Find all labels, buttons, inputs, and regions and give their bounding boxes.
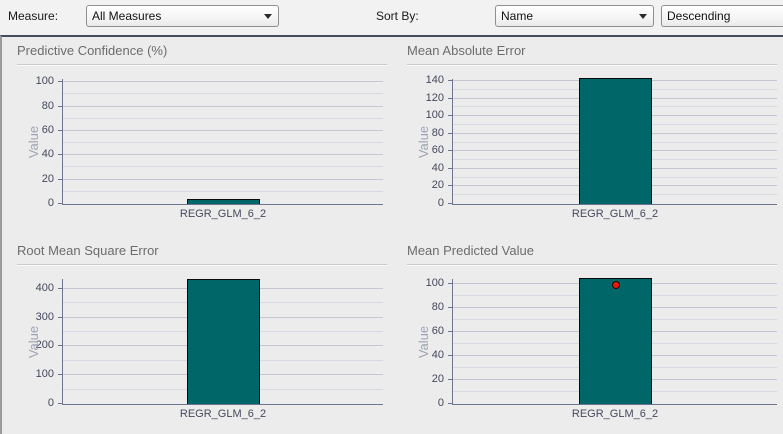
y-axis-tick bbox=[448, 185, 452, 187]
bar-REGR_GLM_6_2[interactable] bbox=[187, 279, 260, 404]
y-axis-tick-label: 0 bbox=[47, 397, 54, 409]
y-axis-tick bbox=[58, 105, 62, 107]
sort-by-select[interactable]: Name bbox=[495, 5, 654, 27]
gridline bbox=[63, 142, 383, 144]
y-axis-tick bbox=[58, 287, 62, 289]
y-axis-tick-label: 20 bbox=[41, 172, 54, 185]
y-axis-tick bbox=[58, 81, 62, 83]
y-axis-tick bbox=[448, 150, 452, 152]
y-axis-tick-label: 40 bbox=[41, 148, 54, 161]
y-axis-tick bbox=[448, 80, 452, 82]
y-axis-tick-label: 60 bbox=[431, 325, 444, 338]
y-axis-tick bbox=[448, 307, 452, 309]
sort-direction-select[interactable]: Descending bbox=[661, 5, 783, 27]
y-axis-tick-label: 80 bbox=[431, 126, 444, 139]
y-axis-tick bbox=[58, 154, 62, 156]
measure-label: Measure: bbox=[8, 9, 59, 23]
category-label: REGR_GLM_6_2 bbox=[571, 208, 659, 220]
marker-dot[interactable] bbox=[611, 280, 620, 289]
y-axis-tick-label: 300 bbox=[35, 310, 54, 323]
y-axis-tick-label: 100 bbox=[425, 277, 444, 290]
y-axis-tick-label: 400 bbox=[35, 281, 54, 294]
y-axis-tick-label: 0 bbox=[47, 197, 54, 209]
y-axis-tick bbox=[58, 374, 62, 376]
y-axis-tick-label: 100 bbox=[35, 75, 54, 88]
chart-title: Mean Predicted Value bbox=[407, 243, 777, 265]
y-axis-tick bbox=[448, 115, 452, 117]
y-axis-tick-label: 140 bbox=[425, 74, 444, 87]
gridline bbox=[63, 190, 383, 192]
y-axis-tick bbox=[58, 178, 62, 180]
y-axis-tick bbox=[448, 283, 452, 285]
chart-predictive-confidence: Predictive Confidence (%) 0 20 40 60 80 100 Va… bbox=[3, 37, 393, 235]
y-axis-tick bbox=[58, 403, 62, 404]
chart-mean-absolute-error: Mean Absolute Error 0 20 40 60 80 100 120 140 Va… bbox=[393, 37, 783, 235]
y-axis-tick-label: 60 bbox=[431, 144, 444, 157]
y-axis-label: Value bbox=[26, 325, 41, 358]
sort-by-label: Sort By: bbox=[376, 9, 419, 23]
category-label: REGR_GLM_6_2 bbox=[179, 208, 267, 220]
gridline bbox=[63, 154, 383, 156]
y-axis-tick-label: 100 bbox=[425, 109, 444, 122]
gridline bbox=[63, 93, 383, 95]
y-axis-tick-label: 20 bbox=[431, 373, 444, 386]
chart-title: Mean Absolute Error bbox=[407, 43, 777, 65]
y-axis-tick bbox=[448, 331, 452, 333]
gridline bbox=[63, 166, 383, 168]
bar-REGR_GLM_6_2[interactable] bbox=[579, 78, 652, 204]
y-axis-tick-label: 80 bbox=[41, 99, 54, 112]
gridline bbox=[63, 81, 383, 83]
y-axis-tick-label: 40 bbox=[431, 161, 444, 174]
sort-by-selected-value: Name bbox=[501, 9, 534, 23]
plot-area: 0 20 40 60 80 100 Value REGR_GLM_6_2 bbox=[416, 277, 777, 420]
y-axis-tick-label: 40 bbox=[431, 349, 444, 362]
y-axis-tick-label: 20 bbox=[431, 179, 444, 192]
y-axis-tick bbox=[448, 167, 452, 169]
chevron-down-icon bbox=[264, 14, 272, 19]
y-axis-tick bbox=[58, 203, 62, 204]
y-axis-tick-label: 0 bbox=[437, 197, 444, 209]
chart-root-mean-square-error: Root Mean Square Error 0 100 200 300 400 Valu… bbox=[3, 237, 393, 434]
chart-title: Predictive Confidence (%) bbox=[17, 43, 387, 65]
y-axis-tick-label: 0 bbox=[437, 397, 444, 409]
y-axis-label: Value bbox=[26, 125, 41, 158]
y-axis-label: Value bbox=[416, 125, 431, 158]
measure-select[interactable]: All Measures bbox=[86, 5, 279, 27]
gridline bbox=[63, 117, 383, 119]
y-axis-tick bbox=[448, 132, 452, 134]
chart-title: Root Mean Square Error bbox=[17, 243, 387, 265]
y-axis-tick bbox=[448, 379, 452, 381]
y-axis-tick bbox=[58, 345, 62, 347]
plot-area: 0 20 40 60 80 100 Value REGR_GLM_6_2 bbox=[26, 75, 383, 220]
compare-models-panel: Predictive Confidence (%) 0 20 40 60 80 100 Va… bbox=[0, 35, 783, 434]
y-axis-tick bbox=[58, 129, 62, 131]
category-label: REGR_GLM_6_2 bbox=[571, 408, 659, 420]
toolbar: Measure: All Measures Sort By: Name Desc… bbox=[0, 0, 783, 35]
y-axis-tick bbox=[448, 403, 452, 404]
gridline bbox=[63, 129, 383, 131]
y-axis-tick bbox=[448, 203, 452, 204]
gridline bbox=[63, 105, 383, 107]
y-axis-tick-label: 100 bbox=[35, 368, 54, 381]
measure-selected-value: All Measures bbox=[92, 9, 162, 23]
sort-direction-selected-value: Descending bbox=[667, 9, 731, 23]
category-label: REGR_GLM_6_2 bbox=[179, 408, 267, 420]
y-axis-tick-label: 60 bbox=[41, 123, 54, 136]
y-axis-tick bbox=[448, 355, 452, 357]
chart-mean-predicted-value: Mean Predicted Value 0 20 40 60 80 100 Value RE… bbox=[393, 237, 783, 434]
y-axis-label: Value bbox=[416, 325, 431, 358]
y-axis-tick-label: 120 bbox=[425, 91, 444, 104]
plot-area: 0 100 200 300 400 Value REGR_GLM_6_2 bbox=[26, 279, 383, 420]
y-axis-tick-label: 200 bbox=[35, 339, 54, 352]
y-axis-tick bbox=[58, 316, 62, 318]
chevron-down-icon bbox=[639, 14, 647, 19]
gridline bbox=[63, 178, 383, 180]
bar-REGR_GLM_6_2[interactable] bbox=[187, 198, 260, 204]
bar-REGR_GLM_6_2[interactable] bbox=[579, 278, 652, 404]
y-axis-tick-label: 80 bbox=[431, 301, 444, 314]
y-axis-tick bbox=[448, 97, 452, 99]
plot-area: 0 20 40 60 80 100 120 140 Value REGR_GLM_6_2 bbox=[416, 74, 777, 220]
